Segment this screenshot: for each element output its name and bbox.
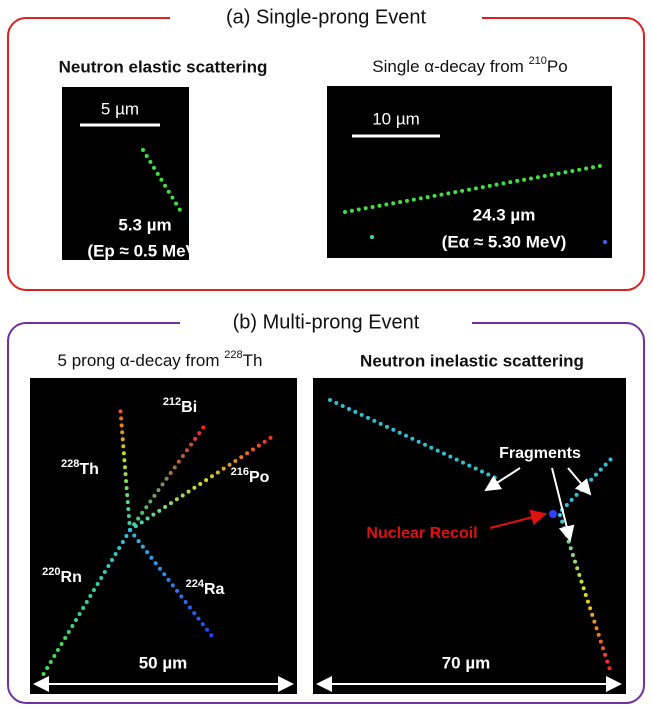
heading-text: Single α-decay from: [372, 57, 528, 76]
element: Th: [79, 461, 99, 478]
micrograph: [30, 378, 297, 694]
superscript: 210: [529, 55, 547, 67]
element: Ra: [204, 581, 225, 598]
spot: [603, 240, 607, 244]
superscript: 220: [42, 566, 60, 578]
figure: (a) Single-prong Event Neutron elastic s…: [0, 0, 653, 708]
heading-element: Th: [243, 351, 263, 370]
superscript: 224: [186, 578, 205, 590]
heading: Neutron elastic scattering: [59, 57, 268, 76]
superscript: 216: [231, 466, 249, 478]
superscript: 228: [224, 349, 242, 361]
scale-label: 10 µm: [372, 109, 420, 128]
annotation: Nuclear Recoil: [366, 525, 477, 542]
scale-label: 5 µm: [101, 99, 139, 118]
heading: Single α-decay from 210Po: [372, 55, 567, 77]
panel-title: (b) Multi-prong Event: [233, 311, 420, 333]
heading: 5 prong α-decay from 228Th: [58, 349, 263, 371]
heading: Neutron inelastic scattering: [360, 351, 584, 370]
energy: (Ep ≈ 0.5 MeV): [87, 241, 202, 260]
element: Rn: [61, 569, 82, 586]
element: Po: [249, 469, 270, 486]
superscript: 212: [163, 396, 181, 408]
scale-label: 50 µm: [139, 653, 188, 672]
spot: [370, 235, 374, 239]
superscript: 228: [61, 458, 79, 470]
element: Bi: [181, 399, 197, 416]
heading-element: Po: [547, 57, 568, 76]
track-length: 24.3 µm: [473, 205, 536, 224]
scale-label: 70 µm: [442, 653, 491, 672]
recoil-spot: [549, 510, 557, 518]
annotation: Fragments: [499, 445, 581, 462]
heading-text: 5 prong α-decay from: [58, 351, 225, 370]
energy: (Eα ≈ 5.30 MeV): [442, 232, 567, 251]
panel-title: (a) Single-prong Event: [226, 6, 427, 28]
track-length: 5.3 µm: [118, 215, 171, 234]
